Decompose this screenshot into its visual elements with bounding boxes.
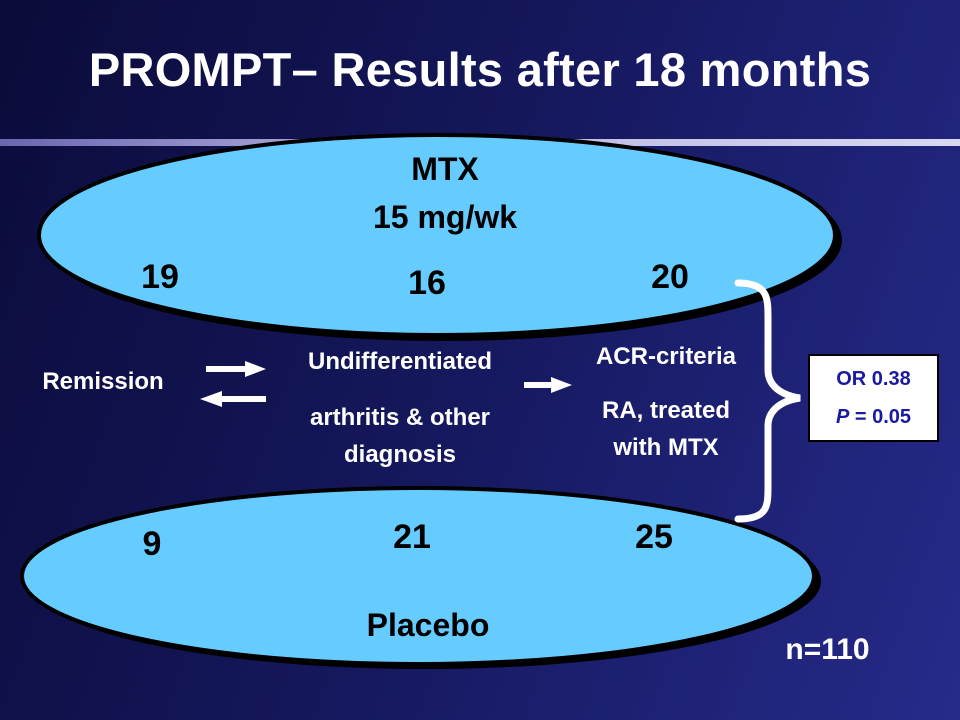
placebo-undifferentiated-count: 21 (393, 518, 431, 556)
placebo-label: Placebo (366, 607, 490, 643)
placebo-remission-count: 9 (142, 525, 162, 563)
odds-ratio-box: OR 0.38 P = 0.05 (808, 354, 939, 442)
placebo-ra-count: 25 (635, 518, 673, 556)
remission-label: Remission (42, 368, 164, 395)
arrow-right-icon (206, 361, 266, 377)
mtx-label: MTX (411, 151, 479, 187)
undifferentiated-label-3: diagnosis (343, 441, 457, 468)
mtx-dose: 15 mg/wk (372, 199, 518, 235)
p-value-number: = 0.05 (849, 406, 912, 428)
ra-treated-label-2: with MTX (613, 434, 719, 461)
arrow-left-icon (200, 391, 266, 407)
mtx-remission-count: 19 (141, 258, 179, 296)
p-value-symbol: P (835, 406, 850, 428)
mtx-ellipse (37, 133, 837, 337)
placebo-ellipse (20, 486, 816, 666)
arrow-right-ra-icon (524, 377, 572, 393)
p-value: P = 0.05 (810, 406, 937, 429)
undifferentiated-label-2: arthritis & other (309, 404, 491, 431)
mtx-undifferentiated-count: 16 (408, 264, 446, 302)
sample-size: n=110 (785, 633, 870, 666)
slide-title: PROMPT– Results after 18 months (88, 43, 872, 96)
curly-brace-icon (734, 279, 801, 523)
mtx-ra-count: 20 (651, 258, 689, 296)
odds-ratio-value: OR 0.38 (836, 368, 911, 390)
acr-criteria-label: ACR-criteria (595, 343, 737, 370)
undifferentiated-label-1: Undifferentiated (307, 348, 492, 375)
ra-treated-label-1: RA, treated (601, 397, 731, 424)
